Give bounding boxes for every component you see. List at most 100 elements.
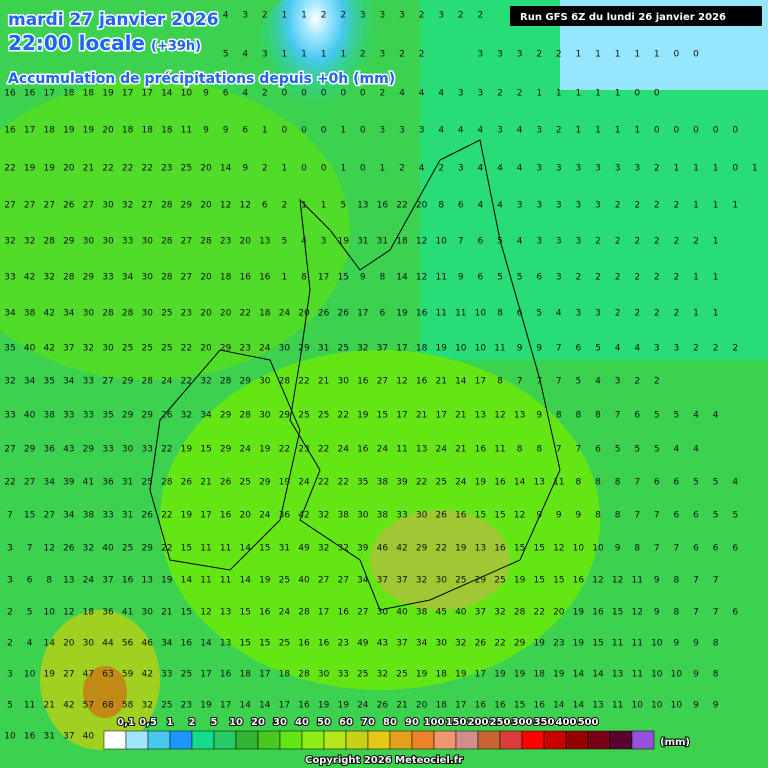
grid-value: 31 [122, 511, 133, 521]
grid-value: 5 [282, 237, 288, 247]
grid-value: 19 [200, 701, 212, 711]
grid-value: 14 [181, 576, 193, 586]
grid-value: 12 [239, 201, 250, 211]
grid-value: 40 [83, 732, 95, 742]
grid-value: 1 [595, 126, 601, 136]
grid-value: 32 [318, 511, 329, 521]
grid-value: 16 [181, 639, 193, 649]
grid-value: 21 [200, 478, 211, 488]
grid-value: 16 [494, 701, 506, 711]
grid-value: 22 [161, 511, 172, 521]
grid-value: 3 [458, 164, 464, 174]
legend-swatch [323, 730, 347, 750]
grid-value: 21 [455, 411, 466, 421]
grid-value: 1 [752, 164, 758, 174]
grid-value: 5 [340, 201, 346, 211]
grid-value: 24 [83, 576, 95, 586]
grid-value: 25 [279, 576, 290, 586]
grid-value: 32 [141, 701, 152, 711]
grid-value: 3 [576, 201, 582, 211]
grid-value: 38 [416, 608, 428, 618]
grid-value: 5 [576, 377, 582, 387]
grid-value: 11 [181, 126, 192, 136]
grid-value: 26 [435, 511, 447, 521]
grid-value: 30 [83, 237, 95, 247]
grid-value: 42 [24, 273, 35, 283]
grid-value: 14 [455, 377, 467, 387]
grid-value: 3 [654, 344, 660, 354]
grid-value: 17 [141, 89, 152, 99]
grid-value: 41 [83, 478, 94, 488]
grid-value: 4 [419, 164, 425, 174]
grid-value: 3 [615, 164, 621, 174]
legend-swatch [433, 730, 457, 750]
grid-value: 15 [494, 511, 505, 521]
grid-value: 10 [631, 701, 643, 711]
grid-value: 15 [337, 273, 348, 283]
grid-value: 1 [301, 201, 307, 211]
grid-value: 32 [24, 237, 35, 247]
grid-value: 29 [83, 273, 95, 283]
grid-value: 22 [122, 164, 133, 174]
grid-value: 24 [455, 478, 467, 488]
grid-value: 1 [282, 273, 288, 283]
grid-value: 11 [435, 309, 446, 319]
grid-value: 15 [259, 544, 270, 554]
grid-value: 5 [595, 344, 601, 354]
grid-value: 27 [24, 478, 35, 488]
grid-value: 22 [533, 608, 544, 618]
grid-value: 16 [416, 309, 428, 319]
legend-swatch [389, 730, 413, 750]
grid-value: 4 [517, 164, 523, 174]
grid-value: 19 [43, 164, 55, 174]
grid-value: 27 [377, 377, 388, 387]
grid-value: 16 [220, 511, 232, 521]
grid-value: 7 [556, 445, 562, 455]
grid-value: 16 [259, 273, 271, 283]
grid-value: 18 [141, 126, 153, 136]
lead-time: (+39h) [151, 39, 201, 54]
grid-value: 9 [556, 511, 562, 521]
grid-value: 1 [262, 126, 268, 136]
grid-value: 5 [517, 273, 523, 283]
grid-value: 27 [181, 273, 192, 283]
grid-value: 3 [556, 237, 562, 247]
grid-value: 4 [674, 445, 680, 455]
grid-value: 27 [43, 201, 54, 211]
grid-value: 17 [318, 273, 329, 283]
grid-value: 33 [102, 511, 113, 521]
grid-value: 22 [239, 309, 250, 319]
grid-value: 28 [102, 309, 114, 319]
grid-value: 6 [380, 309, 386, 319]
grid-value: 19 [102, 89, 114, 99]
grid-value: 2 [7, 639, 13, 649]
grid-value: 27 [337, 576, 348, 586]
grid-value: 1 [301, 11, 307, 21]
grid-value: 10 [671, 670, 683, 680]
grid-value: 4 [556, 309, 562, 319]
grid-value: 13 [63, 576, 74, 586]
grid-value: 30 [141, 309, 153, 319]
grid-value: 2 [576, 273, 582, 283]
grid-value: 22 [141, 164, 152, 174]
value-grid: 4 3 2 1 1 2 2 3 3 3 2 3 2 25 4 3 1 1 1 1 2 3 2 2 3 3 3 2 2 1 1 1 1 1 0 016 1… [4, 11, 757, 742]
grid-value: 5 [693, 478, 699, 488]
grid-value: 19 [24, 164, 36, 174]
grid-value: 42 [43, 309, 54, 319]
grid-value: 10 [24, 670, 36, 680]
legend-unit: (mm) [660, 737, 690, 748]
grid-value: 23 [239, 344, 250, 354]
grid-value: 3 [399, 11, 405, 21]
grid-value: 27 [318, 576, 329, 586]
grid-value: 18 [83, 89, 95, 99]
grid-value: 9 [536, 344, 542, 354]
grid-value: 4 [693, 445, 699, 455]
grid-value: 25 [435, 478, 446, 488]
grid-value: 3 [536, 126, 542, 136]
legend: 0,1 0,5 1 2 5 10 20 30 40 50 60 70 80 90 100 150 200 250 3… [103, 716, 655, 750]
grid-value: 3 [595, 309, 601, 319]
grid-value: 2 [634, 237, 640, 247]
grid-value: 30 [102, 201, 114, 211]
grid-value: 3 [478, 50, 484, 60]
grid-value: 26 [337, 309, 349, 319]
